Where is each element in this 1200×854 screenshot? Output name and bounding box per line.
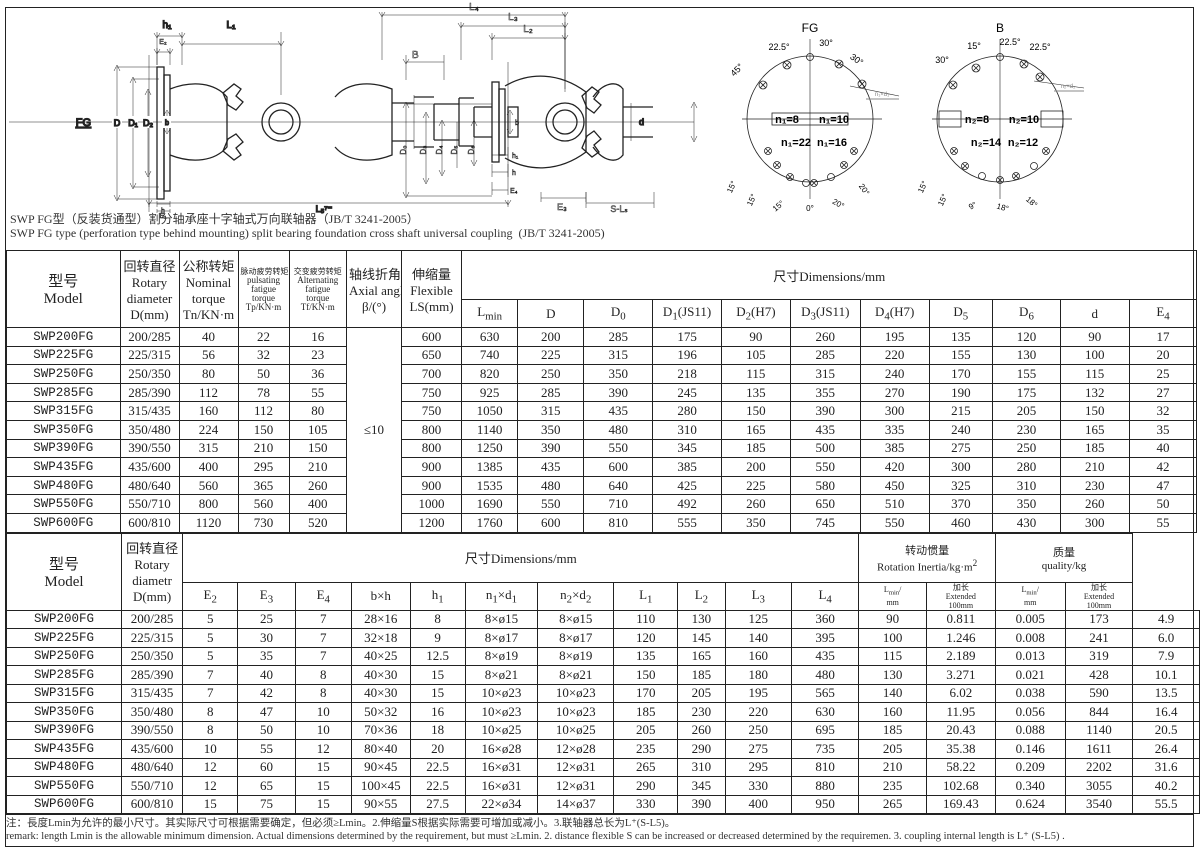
svg-text:15°: 15° — [936, 193, 949, 208]
svg-text:45°: 45° — [729, 61, 746, 78]
svg-text:E₂: E₂ — [159, 39, 167, 46]
svg-text:D₆: D₆ — [467, 145, 476, 154]
svg-text:n₂=12: n₂=12 — [1008, 137, 1038, 149]
svg-text:15°: 15° — [916, 180, 929, 195]
svg-text:20°: 20° — [857, 182, 871, 197]
svg-text:B: B — [412, 50, 419, 61]
svg-text:15°: 15° — [771, 199, 786, 214]
svg-text:B: B — [996, 21, 1004, 35]
svg-text:15°: 15° — [745, 193, 758, 208]
svg-text:D: D — [114, 118, 121, 128]
svg-text:n₂=8: n₂=8 — [965, 114, 989, 126]
svg-text:n₁=16: n₁=16 — [817, 137, 847, 149]
svg-text:n₁×d₁: n₁×d₁ — [875, 92, 889, 98]
svg-text:15°: 15° — [725, 180, 738, 195]
svg-text:D₀: D₀ — [399, 145, 408, 154]
svg-text:30°: 30° — [819, 38, 833, 48]
svg-text:22.5°: 22.5° — [768, 42, 790, 52]
svg-text:FG: FG — [802, 21, 819, 35]
svg-text:15°: 15° — [967, 41, 981, 51]
svg-text:d: d — [639, 117, 644, 127]
svg-text:n₁=10: n₁=10 — [819, 114, 849, 126]
svg-text:D₃: D₃ — [419, 145, 428, 154]
svg-text:D₄: D₄ — [435, 145, 444, 154]
svg-text:20°: 20° — [831, 197, 846, 211]
svg-text:n₂×d₂: n₂×d₂ — [1061, 84, 1077, 90]
svg-text:9°: 9° — [967, 200, 978, 212]
svg-text:h₁: h₁ — [163, 20, 173, 31]
svg-text:n₂=10: n₂=10 — [1009, 114, 1039, 126]
svg-text:30°: 30° — [848, 52, 865, 68]
svg-text:D₅: D₅ — [450, 146, 459, 155]
svg-text:18°: 18° — [1024, 195, 1039, 210]
svg-text:D₂: D₂ — [143, 118, 153, 128]
svg-text:L₂: L₂ — [523, 24, 533, 35]
svg-text:30°: 30° — [935, 55, 949, 65]
svg-text:n₂=14: n₂=14 — [971, 137, 1002, 149]
svg-text:D₁: D₁ — [128, 118, 138, 128]
svg-text:L₁: L₁ — [227, 20, 237, 31]
svg-text:L₄: L₄ — [469, 2, 479, 13]
svg-text:18°: 18° — [996, 202, 1010, 214]
svg-text:h₁: h₁ — [512, 153, 519, 160]
svg-text:b: b — [515, 120, 519, 127]
svg-text:h: h — [512, 170, 516, 177]
svg-text:L₃: L₃ — [508, 12, 518, 23]
svg-text:22.5°: 22.5° — [1029, 42, 1051, 52]
svg-text:E₃: E₃ — [557, 202, 567, 212]
svg-text:0°: 0° — [806, 204, 814, 213]
svg-text:b: b — [165, 120, 169, 127]
svg-text:22.5°: 22.5° — [999, 37, 1021, 47]
svg-text:n₁=22: n₁=22 — [781, 137, 811, 149]
svg-text:E₄: E₄ — [510, 188, 518, 195]
svg-text:n₁=8: n₁=8 — [775, 114, 799, 126]
svg-text:FG: FG — [76, 117, 91, 129]
